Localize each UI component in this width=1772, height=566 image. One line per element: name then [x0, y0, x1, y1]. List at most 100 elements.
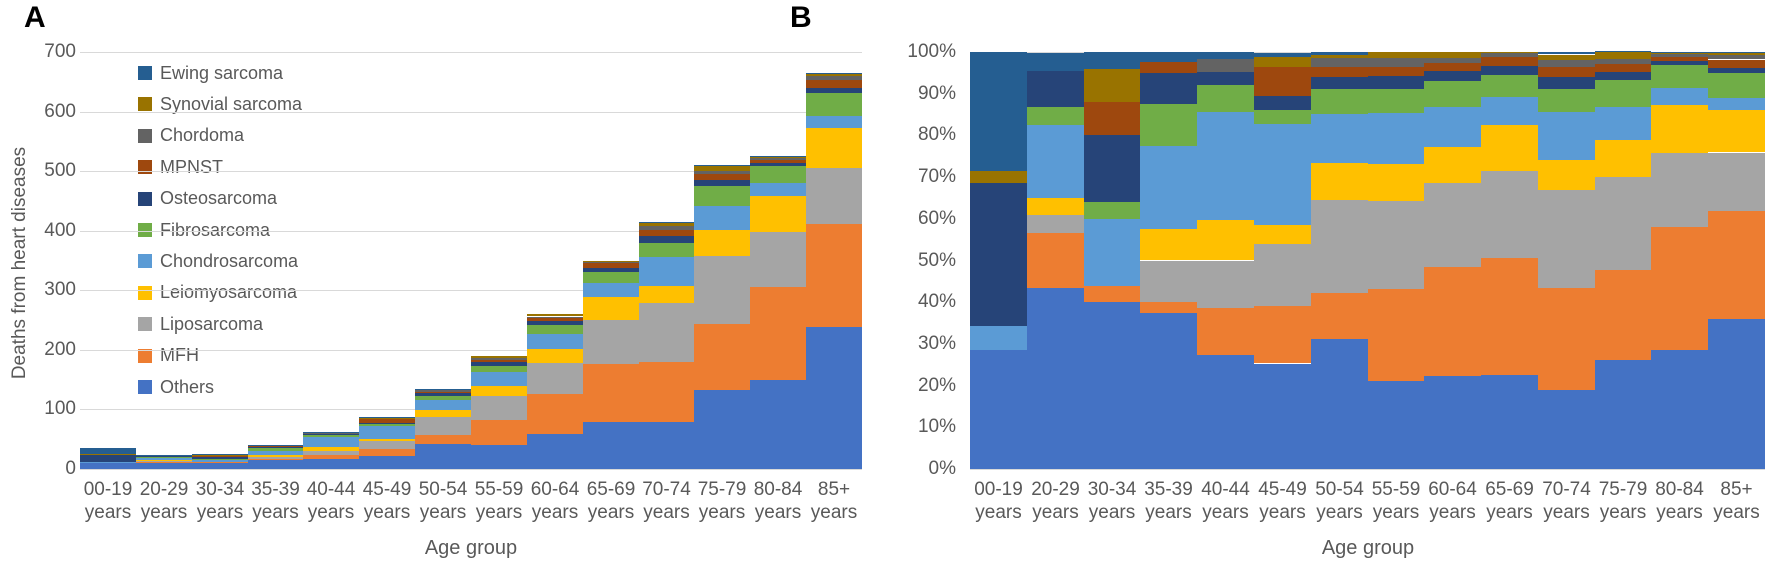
y-tick-label: 90% [917, 82, 956, 104]
bar-segment-mfh [1311, 293, 1368, 340]
bar-segment-mpnst [583, 263, 639, 268]
bar-segment-others [639, 421, 694, 469]
bar-segment-chordoma [471, 357, 527, 360]
x-tick-label: 00-19 years [83, 479, 133, 523]
gridline [80, 171, 862, 173]
bar-segment-synovial-sarcoma [1084, 68, 1140, 103]
bar-segment-ewing-sarcoma [192, 454, 248, 455]
bar-segment-leiomyosarcoma [136, 460, 192, 461]
bar-segment-mpnst [1311, 67, 1368, 77]
legend-swatch-chordoma-icon [138, 128, 152, 143]
bar-segment-osteosarcoma [415, 393, 471, 396]
bar-segment-ewing-sarcoma [359, 417, 415, 418]
bar-segment-ewing-sarcoma [303, 432, 359, 433]
bar-segment-liposarcoma [471, 396, 527, 421]
bar-segment-synovial-sarcoma [80, 454, 136, 455]
bar-segment-liposarcoma [1481, 170, 1538, 258]
bar-segment-chondrosarcoma [136, 457, 192, 461]
bar-segment-chondrosarcoma [415, 400, 471, 410]
x-tick-label: 20-29 years [1031, 479, 1080, 523]
legend-swatch-mfh-icon [138, 348, 152, 363]
bar-segment-fibrosarcoma [1595, 80, 1651, 108]
bar-segment-synovial-sarcoma [1481, 51, 1538, 53]
bar-segment-synovial-sarcoma [471, 355, 527, 358]
x-tick-label: 55-59 years [474, 479, 524, 523]
legend-label: Liposarcoma [160, 313, 264, 334]
bar-segment-mfh [694, 324, 750, 390]
bar-segment-chordoma [1538, 59, 1595, 67]
bar-segment-chondrosarcoma [639, 256, 694, 286]
bar-segment-chordoma [1368, 58, 1424, 67]
bar-segment-chondrosarcoma [1368, 113, 1424, 164]
bar-segment-fibrosarcoma [1368, 89, 1424, 114]
x-tick-label: 55-59 years [1371, 479, 1421, 523]
bar-segment-leiomyosarcoma [1595, 139, 1651, 177]
bar-segment-mpnst [248, 445, 303, 447]
bar-segment-mfh [192, 462, 248, 464]
bar-segment-synovial-sarcoma [694, 165, 750, 171]
x-tick-label: 85+ years [1713, 479, 1760, 523]
y-tick-label: 20% [917, 374, 956, 396]
bar-segment-liposarcoma [1424, 183, 1481, 267]
legend-item-ewing-sarcoma: Ewing sarcoma [138, 62, 283, 84]
bar-segment-mfh [248, 459, 303, 461]
gridline [80, 230, 862, 232]
panel-a-x-axis-title: Age group [424, 537, 518, 559]
bar-segment-leiomyosarcoma [1651, 104, 1708, 153]
bar-segment-osteosarcoma [136, 455, 192, 458]
bar-segment-leiomyosarcoma [248, 455, 303, 458]
bar-segment-synovial-sarcoma [1311, 55, 1368, 59]
bar-segment-osteosarcoma [1368, 75, 1424, 90]
bar-segment-others [1084, 302, 1140, 469]
bar-segment-leiomyosarcoma [1140, 229, 1197, 261]
x-tick-label: 60-64 years [1428, 479, 1477, 523]
bar-segment-leiomyosarcoma [1368, 163, 1424, 201]
legend-item-liposarcoma: Liposarcoma [138, 313, 263, 335]
bar-segment-chordoma [1311, 58, 1368, 68]
bar-segment-others [1368, 381, 1424, 469]
bar-segment-fibrosarcoma [1538, 88, 1595, 112]
panel-a-y-axis-title: Deaths from heart diseases [9, 146, 30, 380]
y-tick-label: 70% [917, 166, 956, 188]
bar-segment-mpnst [1368, 67, 1424, 76]
bar-segment-ewing-sarcoma [694, 165, 750, 166]
bar-segment-osteosarcoma [1481, 65, 1538, 76]
bar-segment-mpnst [1708, 59, 1765, 68]
bar-segment-mpnst [415, 391, 471, 394]
legend-label: Others [160, 376, 215, 397]
bar-segment-chondrosarcoma [1481, 96, 1538, 126]
y-tick-label: 100 [44, 398, 76, 420]
bar-segment-chordoma [303, 432, 359, 434]
bar-segment-chordoma [415, 389, 471, 392]
bar-segment-others [527, 434, 583, 469]
bar-segment-mpnst [694, 174, 750, 181]
bar-segment-mpnst [1481, 57, 1538, 66]
bar-segment-leiomyosarcoma [1538, 160, 1595, 191]
x-tick-label: 30-34 years [1087, 479, 1137, 523]
bar-segment-osteosarcoma [527, 321, 583, 325]
y-tick-label: 600 [44, 100, 76, 122]
bar-segment-fibrosarcoma [1254, 109, 1311, 125]
bar-segment-leiomyosarcoma [1708, 110, 1765, 153]
bar-segment-ewing-sarcoma [1311, 52, 1368, 56]
bar-segment-ewing-sarcoma [415, 388, 471, 390]
bar-segment-leiomyosarcoma [415, 410, 471, 418]
bar-segment-synovial-sarcoma [1595, 52, 1651, 59]
bar-segment-liposarcoma [1595, 176, 1651, 271]
bar-segment-fibrosarcoma [1481, 75, 1538, 97]
bar-segment-ewing-sarcoma [1197, 52, 1254, 59]
gridline [80, 52, 862, 53]
legend-label: Ewing sarcoma [160, 62, 284, 83]
bar-segment-ewing-sarcoma [1651, 51, 1708, 53]
bar-segment-liposarcoma [1651, 152, 1708, 227]
bar-segment-mpnst [750, 159, 806, 163]
bar-segment-others [583, 421, 639, 469]
bar-segment-mfh [639, 361, 694, 422]
legend-swatch-mpnst-icon [138, 160, 152, 175]
bar-segment-mfh [527, 393, 583, 435]
bar-segment-others [1481, 374, 1538, 469]
bar-segment-liposarcoma [694, 256, 750, 325]
bar-segment-leiomyosarcoma [1424, 146, 1481, 184]
bar-segment-liposarcoma [303, 450, 359, 455]
x-tick-label: 70-74 years [642, 479, 691, 523]
